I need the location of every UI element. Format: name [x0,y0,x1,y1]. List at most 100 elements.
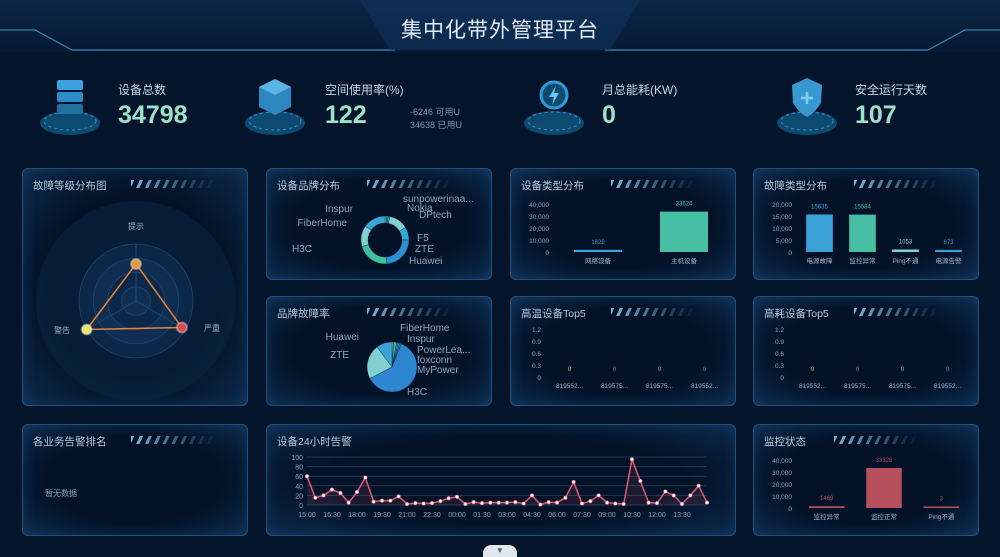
y-tick-label: 80 [295,465,303,472]
panel-title: 品牌故障率 [277,308,330,320]
radar-indicator-label: 提示 [128,221,144,231]
pie-label: foxconn [417,355,452,366]
pie-label: Inspur [407,334,435,345]
pie-label: H3C [292,244,312,255]
line-point [496,500,501,505]
bar [866,468,902,508]
stat-space-usage: 空间使用率(%) 122 -6246 可用U 34638 已用U [245,75,485,145]
pie-slice [385,239,410,265]
panel-title: 故障等级分布图 [33,180,107,192]
y-tick-label: 20,000 [772,482,792,489]
y-tick-label: 0 [788,506,792,513]
y-tick-label: 30,000 [529,214,549,221]
pie-label: MyPower [417,365,459,376]
bar [849,214,876,252]
bar-value-label: 0 [856,367,860,373]
y-tick-label: 10,000 [772,494,792,501]
x-tick-label: 10:30 [623,512,641,519]
y-tick-label: 30,000 [772,470,792,477]
stripe-decoration [834,436,920,444]
panel-title: 设备24小时告警 [277,436,352,448]
panel-title: 各业务告警排名 [33,436,107,448]
x-tick-label: 03:00 [498,512,516,519]
line-point [388,498,393,503]
line-point [663,489,668,494]
y-tick-label: 1.2 [532,327,541,334]
chart-svg: FiberHomeInspurPowerLea...foxconnMyPower… [326,323,471,398]
line-point [371,499,376,504]
chart-svg: 0 10,000 20,000 30,000 40,000 1469 监控异常 33326 监控… [772,458,960,521]
y-tick-label: 0 [545,250,549,257]
line-point [338,490,343,496]
stripe-decoration [367,308,453,316]
stripe-decoration [854,180,940,188]
y-tick-label: 20 [295,493,303,500]
y-tick-label: 15,000 [772,214,792,221]
stripe-decoration [611,180,697,188]
stat-label: 月总能耗(KW) [602,83,678,97]
bar [923,506,960,508]
collapse-toggle-button[interactable]: ▼ [483,545,517,557]
line-point [604,500,610,505]
bar [892,249,919,252]
bar-value-label: 3 [940,497,944,503]
x-tick-label: 819552... [934,383,961,390]
y-tick-label: 40,000 [529,202,549,209]
y-tick-label: 60 [295,474,303,481]
pie-slice [365,215,386,231]
y-tick-label: 5,000 [776,238,793,245]
x-tick-label: 网络设备 [585,256,612,265]
panel-title: 高耗设备Top5 [764,308,829,320]
x-tick-label: 819552... [556,383,583,390]
y-tick-label: 40,000 [772,458,792,465]
panel-title: 设备品牌分布 [277,180,340,192]
pie-label: FiberHome [298,218,348,229]
header-frame [0,0,1000,51]
y-tick-label: 0 [780,375,784,382]
bar-value-label: 33326 [876,458,893,464]
x-tick-label: 21:00 [398,512,416,519]
x-tick-label: Ping不通 [892,256,919,265]
radar-series-line [85,262,184,331]
shield-icon [777,78,837,135]
x-tick-label: 13:30 [673,512,691,519]
stat-value: 122 [325,101,367,129]
line-point [446,496,451,501]
panel-type-distribution: 设备类型分布 0 10,000 20,000 30,000 40,000 1829 网络设备… [510,168,736,280]
line-point [654,500,660,506]
panel-title: 高温设备Top5 [521,308,586,320]
bar-value-label: 0 [613,367,617,373]
x-tick-label: 18:00 [348,512,366,519]
x-tick-label: Ping不通 [928,512,955,521]
x-tick-label: 监控异常 [814,512,840,521]
panel-fault-type: 故障类型分布 0 5,000 10,000 15,000 20,000 15635 电源故障… [753,168,979,280]
cube-icon [245,79,305,135]
pie-slice [369,343,418,393]
line-point [546,500,551,505]
stripe-decoration [367,180,453,188]
stat-safe-days: 安全运行天数 107 [775,75,975,145]
y-tick-label: 0.6 [775,351,784,358]
radar-axis [135,300,186,330]
x-tick-label: 监控正常 [871,512,897,521]
chart-svg: 0 10,000 20,000 30,000 40,000 1829 网络设备 33624 主机… [529,202,708,265]
bar-value-label: 15635 [811,204,828,210]
pie-slice [376,341,393,368]
bar [574,249,622,252]
pie-slice [361,244,387,265]
y-tick-label: 0 [537,375,541,382]
pie-label: DPtech [419,210,452,221]
chart-svg: 0 0.3 0.6 0.9 1.2 0 819552... 0 819575... 0 819575… [775,327,961,390]
y-tick-label: 100 [291,455,303,462]
bar-value-label: 15584 [854,205,871,211]
line-point [413,500,418,506]
line-point [404,501,410,507]
line-point [454,494,460,499]
line-point [421,501,426,506]
bar-value-label: 1053 [899,239,913,245]
line-point [629,457,635,462]
panel-brand-fault-rate: 品牌故障率 FiberHome Inspur PowerLea... foxconn M… [266,296,492,406]
stripe-decoration [854,308,940,316]
line-point [313,495,318,500]
